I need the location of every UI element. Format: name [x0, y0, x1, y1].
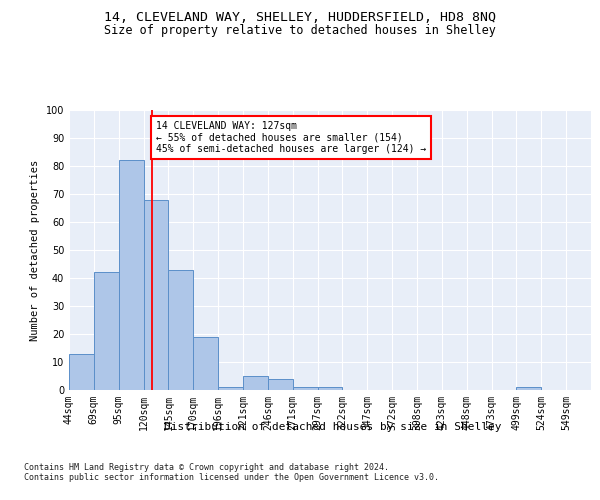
Text: Distribution of detached houses by size in Shelley: Distribution of detached houses by size … [164, 422, 502, 432]
Bar [293, 387, 317, 390]
Text: 14, CLEVELAND WAY, SHELLEY, HUDDERSFIELD, HD8 8NQ: 14, CLEVELAND WAY, SHELLEY, HUDDERSFIELD… [104, 11, 496, 24]
Bar [517, 387, 541, 390]
Bar [193, 337, 218, 390]
Bar [243, 376, 268, 390]
Bar [119, 160, 143, 390]
Text: 14 CLEVELAND WAY: 127sqm
← 55% of detached houses are smaller (154)
45% of semi-: 14 CLEVELAND WAY: 127sqm ← 55% of detach… [155, 121, 426, 154]
Bar [94, 272, 119, 390]
Bar [69, 354, 94, 390]
Text: Size of property relative to detached houses in Shelley: Size of property relative to detached ho… [104, 24, 496, 37]
Y-axis label: Number of detached properties: Number of detached properties [30, 160, 40, 340]
Bar [317, 387, 343, 390]
Bar [143, 200, 169, 390]
Bar [169, 270, 193, 390]
Bar [218, 387, 243, 390]
Text: Contains HM Land Registry data © Crown copyright and database right 2024.
Contai: Contains HM Land Registry data © Crown c… [24, 462, 439, 482]
Bar [268, 379, 293, 390]
